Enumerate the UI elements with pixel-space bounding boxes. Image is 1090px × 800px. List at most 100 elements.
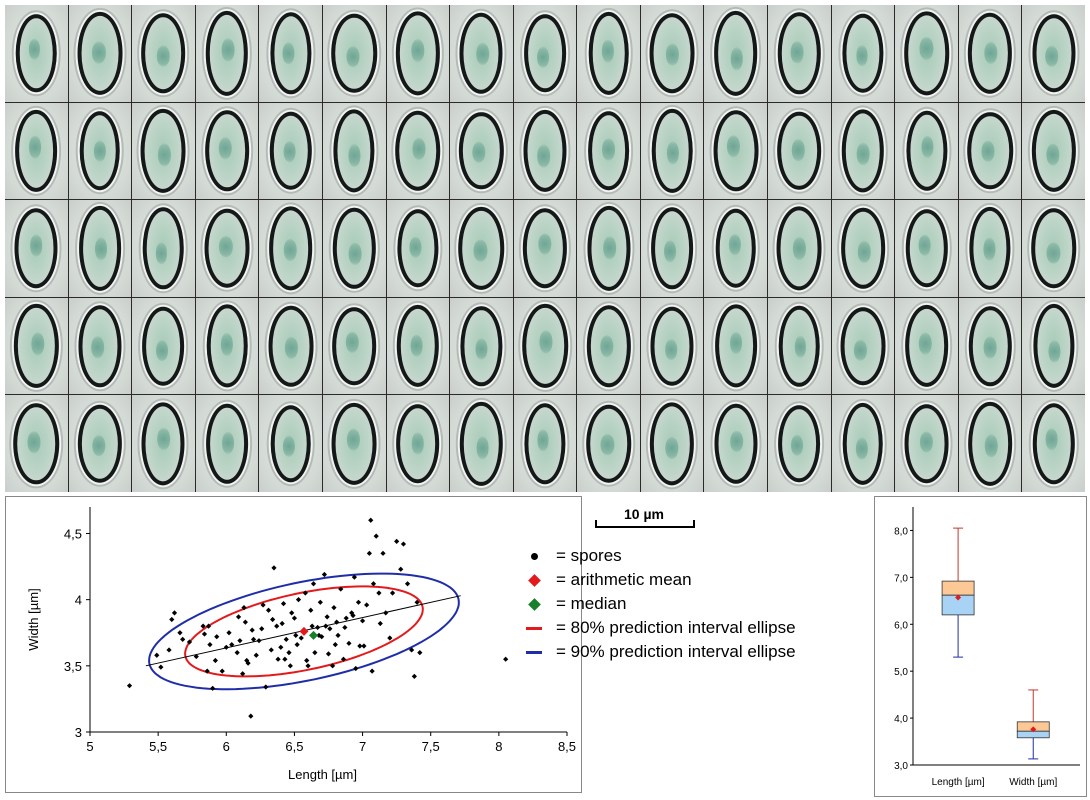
spore-point	[193, 653, 199, 660]
spore-image	[841, 109, 885, 193]
x-tick-label: 8,5	[558, 739, 576, 754]
spore-point	[404, 581, 411, 587]
spore-guttule	[346, 46, 360, 68]
spore-micrograph-cell	[68, 5, 132, 102]
scatter-plot-panel: 5 5,5 6 6,5 7 7,5 8 8,5 3 3,5 4 4,5 Length [µm] Width…	[5, 496, 582, 793]
spore-point	[323, 623, 329, 629]
spore-micrograph-cell	[132, 297, 195, 395]
spore-image	[141, 13, 186, 94]
spore-micrograph-cell	[704, 5, 768, 102]
legend-label: = spores	[556, 546, 622, 565]
spore-image	[968, 306, 1012, 386]
chart-legend: = spores = arithmetic mean = median = 80…	[520, 544, 865, 664]
spore-micrograph-cell	[958, 395, 1022, 492]
spore-micrograph-cell	[640, 200, 704, 297]
spore-point	[417, 649, 423, 656]
spore-image	[1032, 402, 1075, 485]
spore-image	[77, 12, 123, 95]
legend-item-spores: = spores	[520, 544, 865, 568]
spore-guttule	[664, 339, 678, 361]
spore-micrograph-cell	[895, 200, 958, 297]
spore-image	[333, 208, 376, 289]
spore-micrograph-cell	[259, 297, 322, 395]
spore-image	[650, 402, 695, 486]
spore-micrograph-cell	[640, 297, 704, 395]
spore-image	[650, 306, 694, 386]
spore-guttule	[537, 429, 549, 452]
spore-point	[377, 620, 383, 627]
y-tick-label: 5,0	[894, 667, 908, 678]
spore-micrograph-cell	[704, 297, 768, 395]
spore-point	[394, 538, 400, 545]
spore-image	[78, 305, 122, 387]
spore-micrograph-cell	[1022, 395, 1085, 492]
spore-image	[779, 305, 820, 387]
median-point	[309, 630, 319, 640]
spore-point	[305, 663, 311, 669]
spore-point	[383, 610, 389, 616]
spore-guttule	[665, 436, 679, 460]
spore-point	[291, 615, 298, 621]
spore-image	[967, 13, 1013, 94]
spore-guttule	[476, 43, 489, 65]
spore-guttule	[29, 234, 43, 257]
spore-point	[259, 626, 265, 632]
spore-point	[235, 614, 242, 620]
spore-image	[459, 112, 504, 190]
spore-micrograph-cell	[386, 395, 450, 492]
spore-point	[237, 638, 243, 644]
spore-point	[312, 649, 318, 656]
spore-image	[713, 110, 759, 192]
spore-point	[253, 652, 259, 658]
spore-guttule	[536, 47, 550, 68]
spore-image	[523, 109, 567, 193]
spore-image	[458, 207, 505, 290]
spore-guttule	[667, 141, 679, 165]
spore-guttule	[857, 241, 871, 263]
spore-point	[359, 618, 366, 624]
spore-guttule	[92, 41, 106, 64]
spore-micrograph-cell	[322, 395, 386, 492]
spore-point	[270, 616, 276, 623]
spore-image	[268, 305, 314, 387]
spore-guttule	[412, 137, 426, 160]
scatter-plot: 5 5,5 6 6,5 7 7,5 8 8,5 3 3,5 4 4,5 Length [µm] Width…	[26, 507, 576, 782]
spore-image	[460, 401, 503, 486]
y-tick-label: 4	[75, 593, 82, 608]
spore-image	[1032, 14, 1076, 93]
spore-point	[353, 665, 359, 672]
spore-image	[841, 208, 885, 289]
spore-point	[212, 657, 218, 664]
y-tick-label: 8,0	[894, 526, 908, 537]
spore-guttule	[919, 332, 932, 356]
spore-guttule	[219, 235, 233, 257]
spore-point	[321, 571, 328, 578]
mean-marker	[955, 594, 962, 601]
spore-image	[967, 112, 1013, 190]
spore-guttule	[983, 336, 997, 359]
spore-micrograph-cell	[450, 395, 513, 492]
spore-micrograph-cell	[1022, 102, 1085, 200]
spore-micrograph-cell	[640, 395, 704, 492]
spore-point	[166, 647, 172, 653]
spore-image	[460, 306, 502, 386]
spore-micrograph-cell	[640, 102, 704, 200]
spore-point	[186, 639, 193, 645]
spore-guttule	[856, 437, 868, 461]
spore-point	[317, 599, 323, 605]
spore-micrograph-cell	[831, 200, 895, 297]
spore-micrograph-cell	[577, 395, 640, 492]
spore-micrograph-cell	[958, 5, 1022, 102]
spore-guttule	[984, 41, 998, 64]
spore-guttule	[157, 143, 172, 167]
spore-image	[904, 304, 949, 388]
spore-micrograph-cell	[259, 102, 322, 200]
spore-image	[77, 404, 123, 483]
spore-guttule	[411, 432, 425, 455]
spore-micrograph-cell	[513, 200, 577, 297]
spore-guttule	[409, 236, 422, 258]
spore-image	[905, 209, 948, 288]
y-tick-label: 7,0	[894, 573, 908, 584]
spore-point	[398, 566, 404, 572]
spore-guttule	[599, 335, 613, 358]
